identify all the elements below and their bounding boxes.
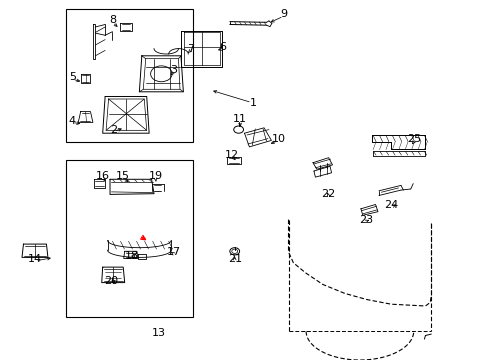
Text: 23: 23 (358, 215, 372, 225)
Text: 20: 20 (104, 276, 118, 286)
Text: 13: 13 (152, 328, 165, 338)
Text: 17: 17 (166, 247, 180, 257)
Text: 6: 6 (219, 42, 225, 52)
Text: 9: 9 (280, 9, 286, 19)
Text: 8: 8 (109, 15, 116, 25)
Text: 14: 14 (28, 254, 42, 264)
Text: 3: 3 (170, 65, 177, 75)
Text: 16: 16 (96, 171, 109, 181)
Text: 24: 24 (383, 200, 398, 210)
Text: 15: 15 (116, 171, 130, 181)
Text: 25: 25 (407, 134, 421, 144)
Text: 1: 1 (249, 98, 256, 108)
Text: 4: 4 (69, 116, 76, 126)
Bar (66, 160, 193, 317)
Bar (66, 9, 193, 142)
Text: 7: 7 (187, 44, 194, 54)
Text: 18: 18 (125, 251, 139, 261)
Text: 5: 5 (69, 72, 76, 82)
Text: 22: 22 (321, 189, 335, 199)
Text: 11: 11 (232, 114, 246, 124)
Text: 21: 21 (227, 254, 241, 264)
Text: 2: 2 (110, 125, 117, 135)
Text: 12: 12 (225, 150, 239, 160)
Text: 19: 19 (148, 171, 162, 181)
Text: 10: 10 (271, 134, 285, 144)
